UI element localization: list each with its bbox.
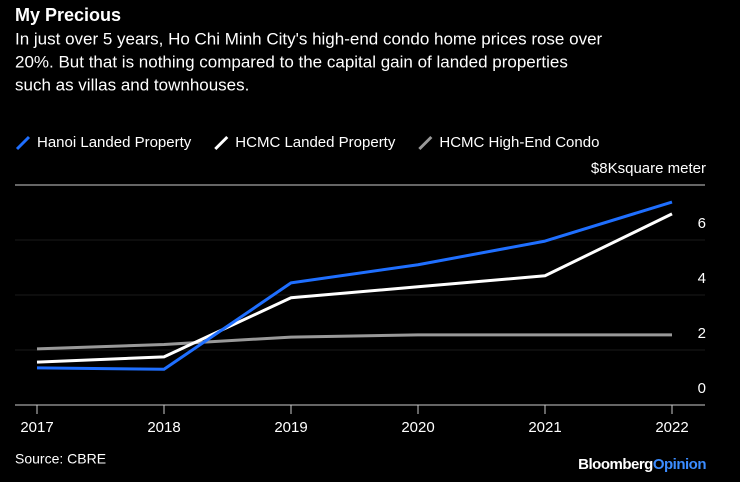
x-tick-label: 2020 bbox=[401, 419, 434, 436]
chart-title: My Precious bbox=[15, 5, 121, 25]
x-tick-label: 2021 bbox=[528, 419, 561, 436]
subtitle: In just over 5 years, Ho Chi Minh City's… bbox=[15, 29, 603, 48]
branding: BloombergOpinion bbox=[578, 456, 706, 473]
series-line bbox=[36, 212, 673, 364]
y-tick-label: 6 bbox=[698, 215, 706, 232]
subtitle: 20%. But that is nothing compared to the… bbox=[15, 52, 568, 71]
y-tick-label: 4 bbox=[698, 270, 706, 287]
y-axis-label: square meter bbox=[618, 160, 706, 177]
x-tick-label: 2018 bbox=[147, 419, 180, 436]
legend-swatch bbox=[214, 135, 229, 151]
legend-swatch bbox=[418, 135, 433, 151]
brand: Bloomberg bbox=[578, 456, 653, 473]
y-tick-label: $8K bbox=[591, 160, 618, 177]
legend-label: HCMC Landed Property bbox=[235, 134, 396, 151]
x-tick-label: 2019 bbox=[274, 419, 307, 436]
legend-label: Hanoi Landed Property bbox=[37, 134, 192, 151]
x-tick-label: 2017 bbox=[20, 419, 53, 436]
series-line bbox=[36, 333, 672, 351]
legend-label: HCMC High-End Condo bbox=[439, 134, 599, 151]
brand-suffix: Opinion bbox=[653, 456, 706, 473]
series-line bbox=[36, 200, 673, 371]
source: Source: CBRE bbox=[15, 451, 106, 467]
subtitle: such as villas and townhouses. bbox=[15, 75, 249, 94]
legend-swatch bbox=[15, 135, 31, 151]
x-tick-label: 2022 bbox=[655, 419, 688, 436]
y-tick-label: 0 bbox=[698, 380, 706, 397]
y-tick-label: 2 bbox=[698, 325, 706, 342]
